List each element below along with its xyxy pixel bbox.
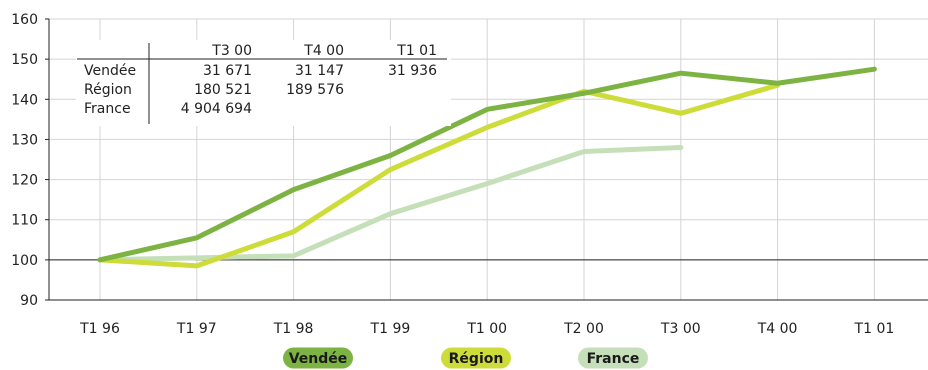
series-line-france	[97, 144, 684, 263]
x-tick-label: T1 97	[176, 321, 217, 337]
legend-swatch-vendée	[283, 347, 353, 369]
x-tick-label: T1 00	[466, 321, 507, 337]
x-tick-label: T1 01	[854, 321, 895, 337]
legend-label-région: Région	[449, 351, 504, 367]
data-table-header: T1 01	[396, 43, 437, 59]
legend: Vendée Région France	[283, 347, 648, 369]
x-tick-label: T1 98	[273, 321, 314, 337]
y-tick-label: 120	[11, 173, 38, 189]
data-table-row-label: Région	[84, 82, 132, 98]
series-line-vendée	[97, 66, 877, 263]
data-table-cell: 31 936	[388, 63, 437, 79]
y-tick-label: 90	[20, 293, 38, 309]
y-tick-label: 160	[11, 12, 38, 28]
y-tick-label: 100	[11, 253, 38, 269]
legend-swatch-région	[441, 347, 511, 369]
data-table-header: T4 00	[303, 43, 344, 59]
x-tick-label: T1 99	[370, 321, 411, 337]
data-table-cell: 31 671	[203, 63, 252, 79]
data-table-header: T3 00	[211, 43, 252, 59]
data-table-cell: 31 147	[295, 63, 344, 79]
data-table-row-label: France	[84, 101, 131, 117]
legend-label-france: France	[587, 351, 640, 367]
legend-swatch-france	[578, 347, 648, 369]
y-tick-label: 150	[11, 52, 38, 68]
legend-label-vendée: Vendée	[289, 351, 348, 367]
x-tick-label: T3 00	[660, 321, 701, 337]
data-table-cell: 4 904 694	[181, 101, 252, 117]
y-tick-label: 110	[11, 213, 38, 229]
x-axis-tick-labels: T1 96 T1 97 T1 98 T1 99 T1 00 T2 00 T3 00 T4 00…	[79, 321, 894, 337]
data-table-cell: 189 576	[286, 82, 344, 98]
data-table: T3 00 T4 00 T1 01 Vendée 31 671 31 147 31 936 R…	[76, 40, 451, 126]
x-tick-label: T4 00	[757, 321, 798, 337]
series-line-région	[97, 82, 781, 269]
data-table-cell: 180 521	[194, 82, 252, 98]
y-axis-tick-labels: 90 100 110 120 130 140 150 160	[11, 12, 49, 309]
x-tick-label: T2 00	[563, 321, 604, 337]
data-table-background	[76, 40, 451, 126]
x-tick-label: T1 96	[79, 321, 120, 337]
series-lines	[97, 66, 877, 269]
y-tick-label: 140	[11, 92, 38, 108]
y-tick-label: 130	[11, 132, 38, 148]
data-table-row-label: Vendée	[84, 63, 136, 79]
